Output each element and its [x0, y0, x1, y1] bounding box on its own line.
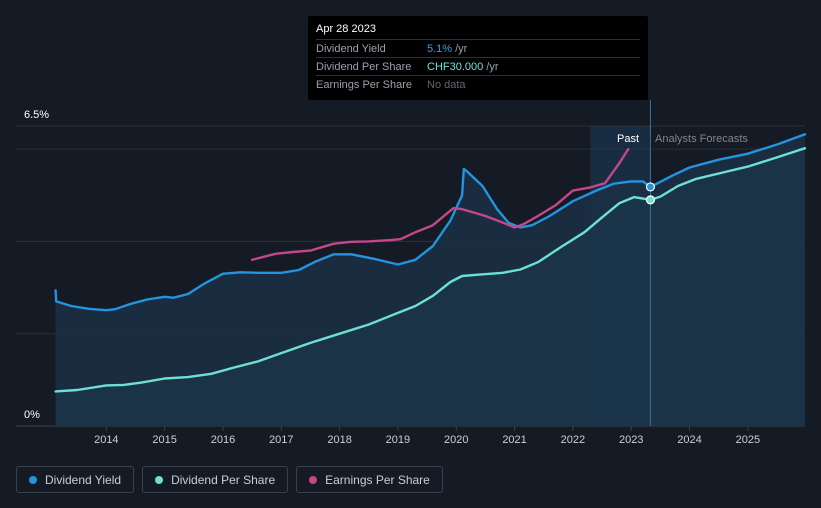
x-tick-label: 2020: [444, 434, 468, 446]
tooltip-value: 5.1%: [427, 42, 453, 55]
dividend-per-share-area: [55, 148, 806, 426]
legend-dot-icon: [309, 475, 318, 484]
y-axis-min-label: 0%: [24, 409, 40, 421]
forecast-label: Analysts Forecasts: [655, 133, 748, 145]
x-tick-label: 2015: [152, 434, 176, 446]
dividend-yield-line: [54, 133, 807, 312]
tooltip-date: Apr 28 2023: [316, 23, 376, 35]
chart-legend: Dividend Yield Dividend Per Share Earnin…: [16, 466, 443, 493]
x-tick-label: 2021: [502, 434, 526, 446]
legend-label: Earnings Per Share: [325, 472, 430, 487]
x-tick-label: 2019: [386, 434, 410, 446]
tooltip-value: CHF30.000: [427, 60, 484, 73]
x-tick-label: 2022: [561, 434, 585, 446]
y-axis-labels: 6.5% 0%: [24, 109, 49, 421]
earnings-per-share-line: [250, 147, 630, 261]
hover-tooltip: Apr 28 2023 Dividend Yield 5.1% /yr Divi…: [308, 16, 648, 100]
dividend-per-share-marker: [645, 195, 656, 205]
region-labels: Past Analysts Forecasts: [617, 133, 748, 145]
past-label: Past: [617, 133, 639, 145]
series-fills: [55, 134, 806, 427]
x-tick-label: 2018: [327, 434, 351, 446]
dividend-yield-marker: [645, 182, 656, 192]
tooltip-unit: /yr: [455, 42, 468, 55]
tooltip-row-earnings-per-share: Earnings Per Share No data: [316, 75, 640, 93]
x-tick-label: 2023: [619, 434, 643, 446]
x-tick-label: 2016: [211, 434, 235, 446]
legend-label: Dividend Per Share: [171, 472, 276, 487]
dividend-per-share-line: [54, 147, 807, 393]
x-tick-label: 2025: [736, 434, 760, 446]
legend-dot-icon: [29, 475, 37, 484]
legend-label: Dividend Yield: [45, 472, 122, 487]
legend-dot-icon: [155, 475, 164, 484]
tooltip-label: Dividend Per Share: [316, 60, 412, 73]
x-axis-ticks: 2014 2015 2016 2017 2018 2019 2020 2021 2022 2023…: [94, 426, 760, 446]
tooltip-label: Dividend Yield: [316, 42, 386, 55]
x-tick-label: 2024: [677, 434, 701, 446]
series-lines: [54, 133, 807, 393]
legend-item-earnings-per-share[interactable]: Earnings Per Share: [296, 466, 443, 493]
x-tick-label: 2014: [94, 434, 118, 446]
tooltip-unit: /yr: [486, 60, 499, 73]
legend-item-dividend-yield[interactable]: Dividend Yield: [16, 466, 135, 493]
tooltip-value: No data: [427, 78, 466, 91]
tooltip-label: Earnings Per Share: [316, 78, 412, 91]
legend-item-dividend-per-share[interactable]: Dividend Per Share: [142, 466, 289, 493]
tooltip-row-dividend-per-share: Dividend Per Share CHF30.000 /yr: [316, 57, 640, 75]
tooltip-row-dividend-yield: Dividend Yield 5.1% /yr: [316, 39, 640, 57]
x-tick-label: 2017: [269, 434, 293, 446]
hover-markers: [645, 182, 656, 205]
y-axis-max-label: 6.5%: [24, 109, 49, 121]
